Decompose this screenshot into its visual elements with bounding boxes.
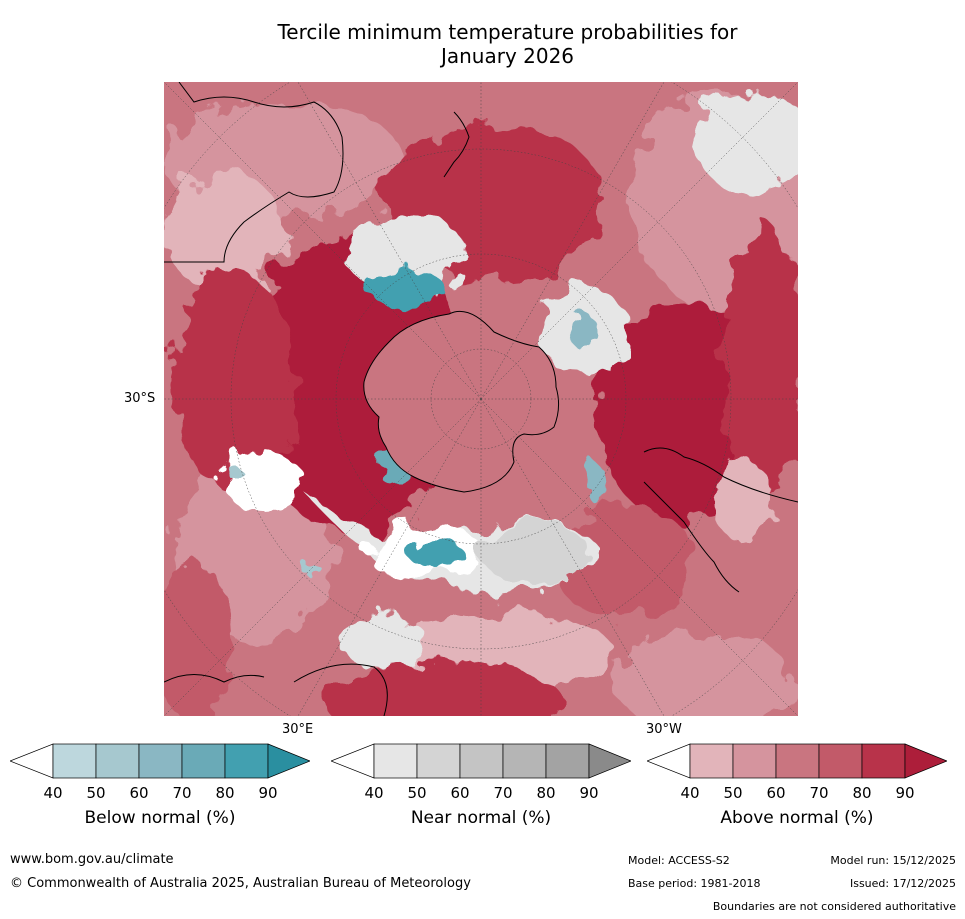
copyright-text: © Commonwealth of Australia 2025, Austra…	[10, 876, 471, 891]
colorbar-segment	[502, 743, 547, 779]
legend-title-above: Above normal (%)	[720, 808, 874, 828]
colorbar-tick-label: 70	[172, 784, 192, 802]
colorbar-low-arrow	[647, 743, 691, 779]
colorbar-segment	[775, 743, 820, 779]
title-line-1: Tercile minimum temperature probabilitie…	[277, 20, 738, 44]
lon-label-30w: 30°W	[646, 722, 682, 737]
colorbar-tick-label: 90	[895, 784, 915, 802]
colorbar-tick-label: 70	[493, 784, 513, 802]
legend-above-normal: 40 50 60 70 80 90 Above normal (%)	[647, 742, 947, 842]
colorbar-tick-label: 40	[43, 784, 63, 802]
colorbar-segment	[138, 743, 183, 779]
colorbar-tick-label: 50	[723, 784, 743, 802]
colorbar-tick-label: 50	[407, 784, 427, 802]
colorbar-tick-label: 90	[579, 784, 599, 802]
colorbar-segment	[689, 743, 734, 779]
colorbar-tick-label: 80	[215, 784, 235, 802]
colorbar-below	[10, 743, 310, 779]
colorbar-tick-label: 70	[809, 784, 829, 802]
colorbar-tick-label: 60	[129, 784, 149, 802]
colorbar-tick-label: 80	[852, 784, 872, 802]
colorbar-segment	[459, 743, 504, 779]
graticule	[164, 82, 798, 716]
colorbar-tick-label: 40	[364, 784, 384, 802]
title-line-2: January 2026	[440, 44, 575, 68]
colorbar-segment	[732, 743, 777, 779]
colorbar-high-arrow	[267, 743, 310, 779]
legend-near-normal: 40 50 60 70 80 90 Near normal (%)	[331, 742, 631, 842]
legend-title-below: Below normal (%)	[84, 808, 236, 828]
website-link[interactable]: www.bom.gov.au/climate	[10, 852, 174, 867]
colorbar-low-arrow	[10, 743, 54, 779]
colorbar-segment	[416, 743, 461, 779]
colorbar-segment	[95, 743, 140, 779]
lon-label-30e: 30°E	[282, 722, 314, 737]
colorbar-tick-label: 90	[258, 784, 278, 802]
colorbar-segment	[545, 743, 590, 779]
coastlines	[164, 82, 798, 716]
lat-label-30s: 30°S	[124, 391, 156, 406]
polar-map[interactable]	[164, 82, 798, 716]
colorbar-high-arrow	[588, 743, 631, 779]
map-title: Tercile minimum temperature probabilitie…	[0, 20, 965, 68]
colorbar-segment	[52, 743, 97, 779]
colorbar-tick-label: 80	[536, 784, 556, 802]
legend-below-normal: 40 50 60 70 80 90 Below normal (%)	[10, 742, 310, 842]
colorbar-high-arrow	[904, 743, 947, 779]
model-text: Model: ACCESS-S2	[628, 854, 730, 867]
colorbar-near	[331, 743, 631, 779]
issued-text: Issued: 17/12/2025	[849, 877, 956, 890]
colorbar-tick-label: 40	[680, 784, 700, 802]
antarctica-outline	[363, 310, 560, 493]
base-period-text: Base period: 1981-2018	[628, 877, 761, 890]
colorbar-segment	[224, 743, 269, 779]
colorbar-segment	[861, 743, 906, 779]
map-svg	[164, 82, 798, 716]
colorbar-tick-label: 60	[450, 784, 470, 802]
colorbar-low-arrow	[331, 743, 375, 779]
colorbar-tick-label: 50	[86, 784, 106, 802]
colorbar-above	[647, 743, 947, 779]
colorbar-segment	[818, 743, 863, 779]
colorbar-segment	[181, 743, 226, 779]
colorbar-tick-label: 60	[766, 784, 786, 802]
colorbar-segment	[373, 743, 418, 779]
below-normal-patches	[226, 269, 602, 578]
model-run-text: Model run: 15/12/2025	[830, 854, 956, 867]
disclaimer-text: Boundaries are not considered authoritat…	[712, 900, 956, 913]
legend-title-near: Near normal (%)	[410, 808, 552, 828]
